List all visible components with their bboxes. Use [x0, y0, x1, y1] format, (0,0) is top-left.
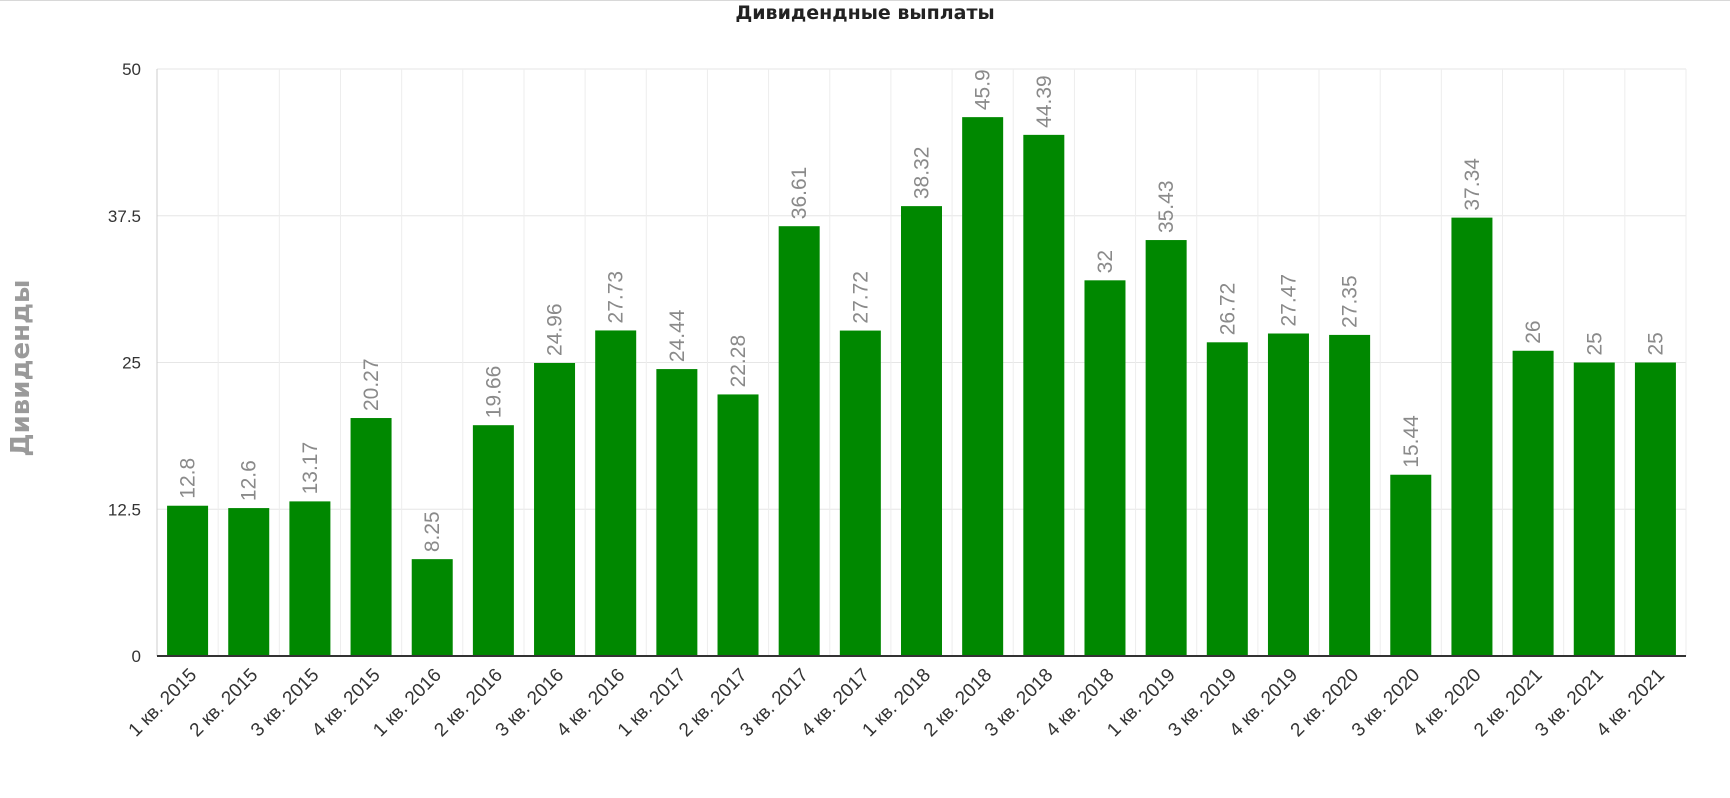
bar	[1329, 334, 1371, 656]
value-label: 25	[1583, 332, 1606, 355]
y-tick-label: 50	[122, 60, 141, 79]
value-label: 44.39	[1033, 75, 1056, 128]
value-label: 12.8	[177, 458, 200, 499]
top-border-line	[0, 0, 1730, 1]
bar	[1145, 240, 1187, 656]
bar	[595, 330, 637, 656]
bar	[534, 362, 576, 656]
chart-title: Дивидендные выплаты	[735, 2, 995, 24]
value-label: 13.17	[299, 442, 322, 495]
bar	[778, 226, 820, 656]
bar	[656, 369, 698, 656]
value-label: 26.72	[1216, 283, 1239, 336]
bar	[962, 117, 1004, 656]
value-label: 38.32	[911, 147, 934, 200]
value-label: 25	[1644, 332, 1667, 355]
bar	[1512, 350, 1554, 656]
value-label: 27.47	[1277, 274, 1300, 327]
bar	[1451, 217, 1493, 656]
bar	[1573, 362, 1615, 656]
bar	[472, 425, 514, 656]
bar	[1267, 333, 1309, 656]
value-label: 37.34	[1461, 158, 1484, 211]
value-label: 36.61	[788, 167, 811, 220]
y-tick-label: 37.5	[108, 207, 141, 226]
bar	[717, 394, 759, 656]
value-label: 27.72	[849, 271, 872, 324]
bar	[1206, 342, 1248, 656]
bar	[1023, 134, 1065, 657]
value-label: 12.6	[238, 460, 261, 501]
value-label: 45.9	[972, 69, 995, 110]
bar	[839, 330, 881, 656]
value-label: 32	[1094, 250, 1117, 273]
bar	[901, 206, 942, 656]
value-label: 27.35	[1339, 275, 1362, 328]
bar	[350, 418, 392, 656]
value-label: 20.27	[360, 358, 383, 411]
bar	[228, 508, 270, 656]
bar	[167, 505, 209, 656]
y-tick-label: 0	[132, 647, 141, 666]
value-label: 27.73	[605, 271, 628, 324]
bar	[1634, 362, 1676, 656]
value-label: 35.43	[1155, 180, 1178, 233]
value-label: 26	[1522, 320, 1545, 343]
bar	[411, 559, 453, 656]
value-label: 22.28	[727, 335, 750, 388]
y-tick-label: 12.5	[108, 500, 141, 519]
value-label: 24.44	[666, 309, 689, 362]
value-label: 8.25	[421, 511, 444, 552]
value-label: 24.96	[544, 303, 567, 356]
bar	[1390, 474, 1432, 656]
bar	[289, 501, 331, 656]
value-label: 15.44	[1400, 415, 1423, 468]
value-label: 19.66	[482, 366, 505, 419]
y-tick-label: 25	[122, 354, 141, 373]
bar	[1084, 280, 1126, 656]
